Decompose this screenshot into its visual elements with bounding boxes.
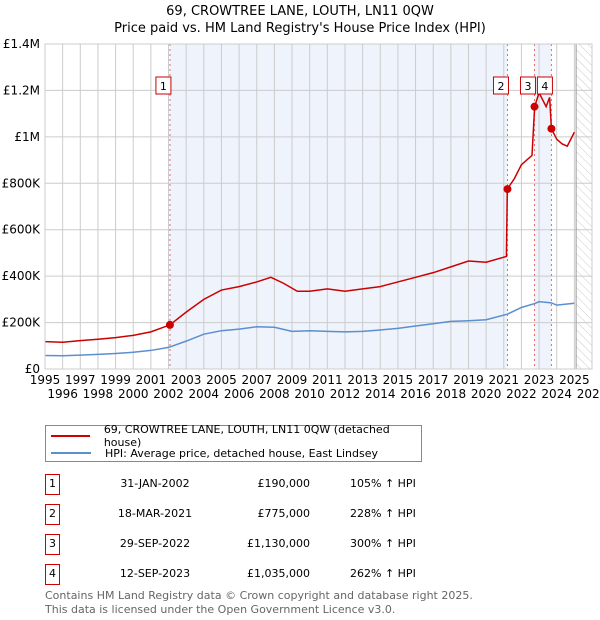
sale-point xyxy=(547,124,556,133)
sale-date: 18-MAR-2021 xyxy=(117,507,193,520)
x-tick-label: 1999 xyxy=(100,373,131,387)
sale-date: 29-SEP-2022 xyxy=(119,537,191,550)
sale-price: £775,000 xyxy=(257,507,311,520)
x-tick-label: 2026 xyxy=(577,387,600,401)
x-tick-label: 2016 xyxy=(400,387,431,401)
sale-label-box xyxy=(492,76,509,95)
y-tick-label: £800K xyxy=(2,176,42,190)
x-tick-label: 2011 xyxy=(312,373,343,387)
sale-label-box xyxy=(155,76,172,95)
x-tick-label: 1996 xyxy=(47,387,78,401)
x-tick-label: 2015 xyxy=(383,373,414,387)
sale-number: 4 xyxy=(45,564,60,585)
x-tick-label: 2002 xyxy=(153,387,184,401)
sale-number: 1 xyxy=(45,474,60,495)
sale-point xyxy=(530,102,539,111)
chart-subtitle: Price paid vs. HM Land Registry's House … xyxy=(114,21,486,36)
sale-hpi-change: 228% ↑ HPI xyxy=(350,507,416,520)
x-tick-label: 2022 xyxy=(506,387,537,401)
y-tick-label: £0 xyxy=(25,362,40,376)
sale-label: 1 xyxy=(160,80,167,93)
sale-hpi-change: 105% ↑ HPI xyxy=(350,477,416,490)
y-tick-label: £1.2M xyxy=(3,83,40,97)
x-tick-label: 2018 xyxy=(436,387,467,401)
x-tick-label: 2006 xyxy=(224,387,255,401)
x-tick-label: 2019 xyxy=(453,373,484,387)
x-tick-label: 2024 xyxy=(541,387,572,401)
sale-price: £1,130,000 xyxy=(247,537,310,550)
sale-hpi-change: 300% ↑ HPI xyxy=(350,537,416,550)
legend-swatch xyxy=(51,452,91,454)
sale-label: 4 xyxy=(541,80,548,93)
sale-label: 3 xyxy=(524,80,531,93)
x-tick-label: 2005 xyxy=(206,373,237,387)
legend-label: HPI: Average price, detached house, East… xyxy=(105,446,379,460)
legend-item-hpi: HPI: Average price, detached house, East… xyxy=(46,445,378,461)
sale-date: 31-JAN-2002 xyxy=(120,477,190,490)
y-tick-label: £1.4M xyxy=(3,37,40,51)
x-tick-label: 2025 xyxy=(559,373,590,387)
hpi-line xyxy=(44,300,575,357)
x-tick-label: 2004 xyxy=(189,387,220,401)
x-tick-label: 2017 xyxy=(418,373,449,387)
x-tick-label: 1998 xyxy=(83,387,114,401)
forecast-hatch xyxy=(576,44,592,369)
x-tick-label: 2008 xyxy=(259,387,290,401)
footer-licence: This data is licensed under the Open Gov… xyxy=(45,603,396,616)
shaded-period xyxy=(169,44,508,369)
x-tick-label: 2009 xyxy=(277,373,308,387)
x-tick-label: 2020 xyxy=(471,387,502,401)
sale-point xyxy=(165,320,174,329)
x-tick-label: 1997 xyxy=(65,373,96,387)
sale-hpi-change: 262% ↑ HPI xyxy=(350,567,416,580)
legend: 69, CROWTREE LANE, LOUTH, LN11 0QW (deta… xyxy=(45,423,422,462)
sale-number: 3 xyxy=(45,534,60,555)
x-tick-label: 2007 xyxy=(241,373,272,387)
footer-copyright: Contains HM Land Registry data © Crown c… xyxy=(45,589,473,602)
x-tick-label: 2010 xyxy=(294,387,325,401)
sale-label-box xyxy=(519,76,536,95)
sale-label-box xyxy=(536,76,553,95)
legend-swatch xyxy=(51,435,90,437)
chart-title: 69, CROWTREE LANE, LOUTH, LN11 0QW xyxy=(166,4,434,19)
price-chart: 1995199619971998199920002001200220032004… xyxy=(2,37,600,401)
y-tick-label: £400K xyxy=(2,269,42,283)
x-tick-label: 1995 xyxy=(30,373,61,387)
sale-price: £1,035,000 xyxy=(247,567,310,580)
x-tick-label: 2023 xyxy=(524,373,555,387)
property-price-line xyxy=(44,90,576,344)
x-tick-label: 2013 xyxy=(347,373,378,387)
sale-label: 2 xyxy=(497,80,504,93)
sale-point xyxy=(503,185,512,194)
x-tick-label: 2021 xyxy=(489,373,520,387)
x-tick-label: 2012 xyxy=(330,387,361,401)
x-tick-label: 2001 xyxy=(136,373,167,387)
legend-label: 69, CROWTREE LANE, LOUTH, LN11 0QW (deta… xyxy=(103,423,390,449)
y-tick-label: £1M xyxy=(14,130,40,144)
sale-number: 2 xyxy=(45,504,60,525)
x-tick-label: 2000 xyxy=(118,387,149,401)
x-tick-label: 2003 xyxy=(171,373,202,387)
plot-frame xyxy=(44,43,593,370)
legend-item-property: 69, CROWTREE LANE, LOUTH, LN11 0QW (deta… xyxy=(46,423,421,449)
x-tick-label: 2014 xyxy=(365,387,396,401)
sale-date: 12-SEP-2023 xyxy=(119,567,191,580)
sale-price: £190,000 xyxy=(257,477,311,490)
y-tick-label: £600K xyxy=(2,223,42,237)
y-tick-label: £200K xyxy=(2,316,42,330)
